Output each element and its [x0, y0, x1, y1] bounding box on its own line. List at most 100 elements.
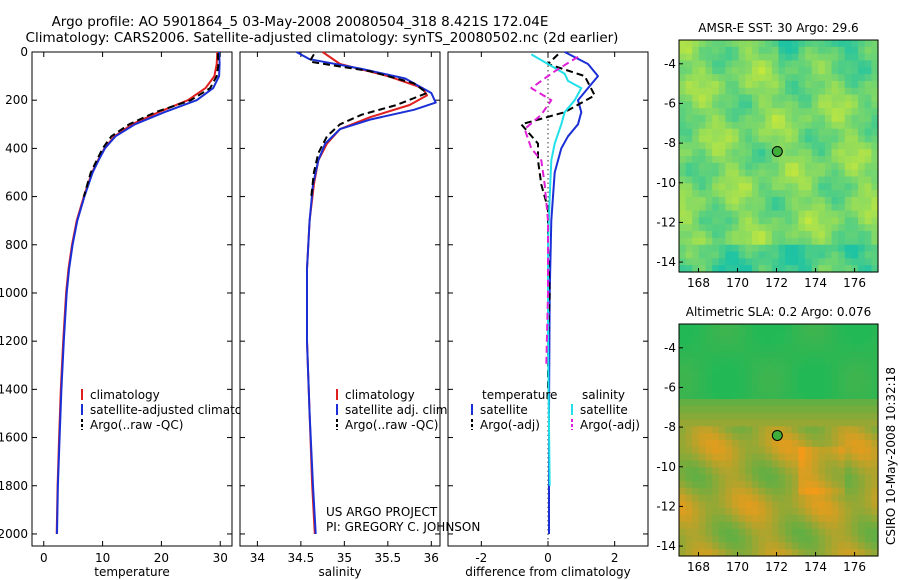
map-cell — [751, 405, 760, 414]
map-cell — [785, 108, 793, 116]
map-cell — [864, 426, 872, 434]
map-cell — [838, 378, 846, 387]
map-cell — [745, 337, 753, 346]
map-cell — [758, 162, 766, 171]
map-cell — [818, 460, 826, 468]
map-cell — [785, 501, 793, 509]
map-cell — [685, 115, 693, 123]
map-cell — [798, 494, 806, 503]
map-cell — [712, 60, 720, 68]
map-cell — [871, 176, 879, 184]
map-cell — [871, 426, 879, 434]
map-cell — [798, 528, 806, 537]
map-cell — [751, 87, 760, 96]
map-cell — [685, 251, 693, 259]
map-cell — [871, 419, 879, 427]
map-cell — [791, 535, 799, 543]
map-cell — [858, 385, 866, 393]
map-cell — [871, 224, 879, 232]
map-cell — [692, 467, 700, 475]
map-cell — [818, 196, 826, 205]
map-cell — [725, 494, 733, 503]
map-cell — [791, 412, 799, 421]
map-cell — [745, 494, 753, 503]
map-cell — [824, 115, 833, 123]
map-cell — [771, 371, 780, 380]
map-cell — [811, 535, 819, 543]
map-cell — [745, 67, 753, 75]
map-cell — [791, 237, 799, 246]
map-cell — [785, 74, 793, 82]
map-cell — [818, 419, 826, 427]
map-cell — [725, 487, 733, 496]
map-cell — [712, 487, 720, 496]
map-cell — [758, 392, 766, 400]
map-cell — [824, 337, 833, 346]
map-cell — [798, 324, 806, 332]
map-cell — [698, 494, 707, 503]
map-cell — [738, 433, 746, 441]
map-cell — [838, 251, 846, 259]
map-cell — [798, 487, 806, 496]
map-cell — [732, 542, 740, 550]
map-cell — [732, 433, 740, 441]
map-cell — [771, 176, 780, 184]
map-cell — [718, 474, 727, 482]
map-cell — [785, 549, 793, 557]
map-cell — [698, 149, 707, 157]
map-cell — [858, 231, 866, 239]
series-line — [296, 51, 437, 535]
x-tick-label: 35 — [337, 551, 352, 565]
map-cell — [785, 135, 793, 143]
map-cell — [765, 169, 773, 178]
map-cell — [818, 46, 826, 55]
map-cell — [685, 128, 693, 137]
map-cell — [679, 501, 687, 509]
map-cell — [871, 453, 879, 462]
map-cell — [751, 508, 760, 516]
map-cell — [765, 217, 773, 225]
map-cell — [838, 521, 846, 530]
map-cell — [844, 378, 853, 387]
map-cell — [758, 108, 766, 116]
map-cell — [745, 364, 753, 373]
map-cell — [871, 149, 879, 157]
map-cell — [698, 53, 707, 62]
map-cell — [838, 183, 846, 191]
map-cell — [751, 385, 760, 393]
map-cell — [778, 364, 786, 373]
map-cell — [765, 358, 773, 366]
map-cell — [738, 364, 746, 373]
map-cell — [751, 176, 760, 184]
map-cell — [871, 494, 879, 503]
map-cell — [718, 176, 727, 184]
map-cell — [838, 330, 846, 339]
map-cell — [831, 330, 839, 339]
map-cell — [685, 521, 693, 530]
map-cell — [765, 142, 773, 150]
map-cell — [858, 101, 866, 109]
map-cell — [698, 521, 707, 530]
map-cell — [698, 358, 707, 366]
map-cell — [858, 210, 866, 219]
map-cell — [692, 251, 700, 259]
map-cell — [698, 480, 707, 489]
map-cell — [718, 183, 727, 191]
map-cell — [751, 330, 760, 339]
legend-label: Argo(..raw -QC) — [90, 418, 183, 432]
map-cell — [818, 60, 826, 68]
map-cell — [805, 142, 813, 150]
map-cell — [725, 217, 733, 225]
map-cell — [838, 535, 846, 543]
map-cell — [851, 196, 859, 205]
map-cell — [851, 351, 859, 359]
map-cell — [838, 460, 846, 468]
map-cell — [858, 121, 866, 130]
map-cell — [732, 508, 740, 516]
map-cell — [805, 549, 813, 557]
map-cell — [732, 251, 740, 259]
map-cell — [844, 446, 853, 455]
map-cell — [685, 460, 693, 468]
